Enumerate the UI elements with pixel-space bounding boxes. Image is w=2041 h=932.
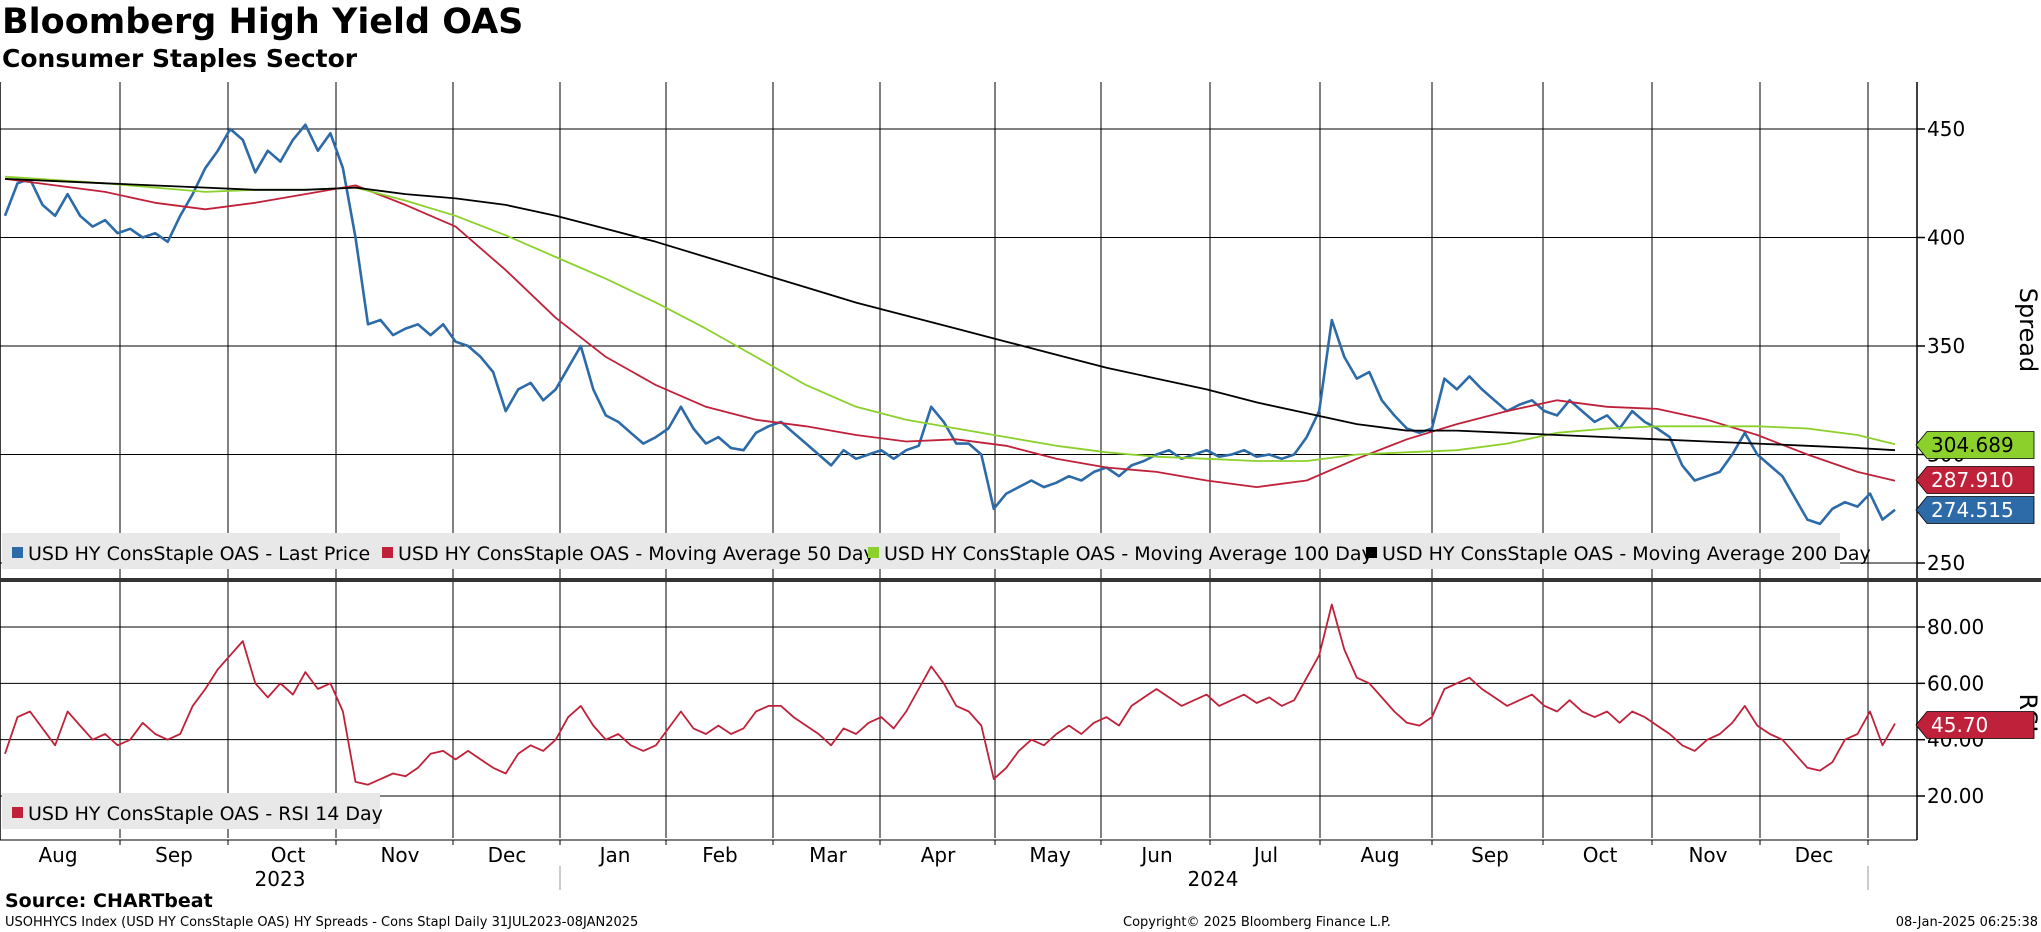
y-tick-label: 80.00 xyxy=(1927,615,1984,639)
series-line-ma50 xyxy=(4,178,1896,488)
x-year-label: 2023 xyxy=(255,867,306,891)
last-value-tag xyxy=(1915,711,2035,739)
x-tick-label: Sep xyxy=(1471,843,1509,867)
x-tick-label: Sep xyxy=(155,843,193,867)
x-tick-label: Nov xyxy=(380,843,419,867)
y-tick-label: 350 xyxy=(1927,334,1965,358)
x-tick-label: Dec xyxy=(1795,843,1834,867)
legend-label: USD HY ConsStaple OAS - Moving Average 2… xyxy=(1382,543,1871,565)
series-line-ma100 xyxy=(4,175,1896,462)
legend-swatch xyxy=(12,547,23,558)
x-tick-label: Jul xyxy=(1252,843,1278,867)
legend-label: USD HY ConsStaple OAS - RSI 14 Day xyxy=(28,803,383,825)
x-tick-label: Apr xyxy=(921,843,956,867)
series-line-rsi xyxy=(4,603,1896,786)
last-value-label: 304.689 xyxy=(1931,433,2014,457)
x-tick-label: Aug xyxy=(1360,843,1399,867)
timestamp: 08-Jan-2025 06:25:38 xyxy=(1895,915,2038,930)
last-value-tag xyxy=(1915,431,2035,459)
series-line-ma200 xyxy=(4,178,1896,452)
chart-title: Bloomberg High Yield OAS xyxy=(2,2,524,42)
legend-swatch xyxy=(868,547,879,558)
x-tick-label: Aug xyxy=(38,843,77,867)
ticker-info: USOHHYCS Index (USD HY ConsStaple OAS) H… xyxy=(5,915,639,930)
x-tick-label: Nov xyxy=(1688,843,1727,867)
legend-label: USD HY ConsStaple OAS - Last Price xyxy=(28,543,370,565)
x-tick-label: Oct xyxy=(271,843,306,867)
x-tick-label: Jun xyxy=(1139,843,1172,867)
series-line-last_price xyxy=(3,123,1896,526)
last-value-label: 287.910 xyxy=(1931,468,2014,492)
x-tick-label: Mar xyxy=(809,843,848,867)
legend: USD HY ConsStaple OAS - Last Price USD HY… xyxy=(2,533,1871,569)
last-value-tag xyxy=(1915,496,2035,524)
legend-background xyxy=(2,793,380,829)
x-tick-label: May xyxy=(1029,843,1071,867)
x-tick-label: Jan xyxy=(598,843,631,867)
legend-swatch xyxy=(382,547,393,558)
source-label: Source: CHARTbeat xyxy=(5,890,213,912)
legend-label: USD HY ConsStaple OAS - Moving Average 1… xyxy=(884,543,1373,565)
x-tick-label: Dec xyxy=(488,843,527,867)
last-value-label: 45.70 xyxy=(1931,713,1988,737)
y-tick-label: 250 xyxy=(1927,551,1965,575)
x-tick-label: Oct xyxy=(1583,843,1618,867)
last-value-tag xyxy=(1915,466,2035,494)
legend-swatch xyxy=(12,807,23,818)
legend-background xyxy=(2,533,1840,569)
y-axis-label: Spread xyxy=(2014,288,2041,373)
legend-swatch xyxy=(1366,547,1377,558)
y-tick-label: 450 xyxy=(1927,117,1965,141)
copyright: Copyright© 2025 Bloomberg Finance L.P. xyxy=(1123,915,1391,930)
x-tick-label: Feb xyxy=(702,843,737,867)
y-tick-label: 60.00 xyxy=(1927,671,1984,695)
legend-label: USD HY ConsStaple OAS - Moving Average 5… xyxy=(398,543,875,565)
x-year-label: 2024 xyxy=(1188,867,1239,891)
y-tick-label: 400 xyxy=(1927,226,1965,250)
chart-subtitle: Consumer Staples Sector xyxy=(2,44,358,73)
y-tick-label: 20.00 xyxy=(1927,784,1984,808)
legend: USD HY ConsStaple OAS - RSI 14 Day xyxy=(2,793,383,829)
last-value-label: 274.515 xyxy=(1931,498,2014,522)
